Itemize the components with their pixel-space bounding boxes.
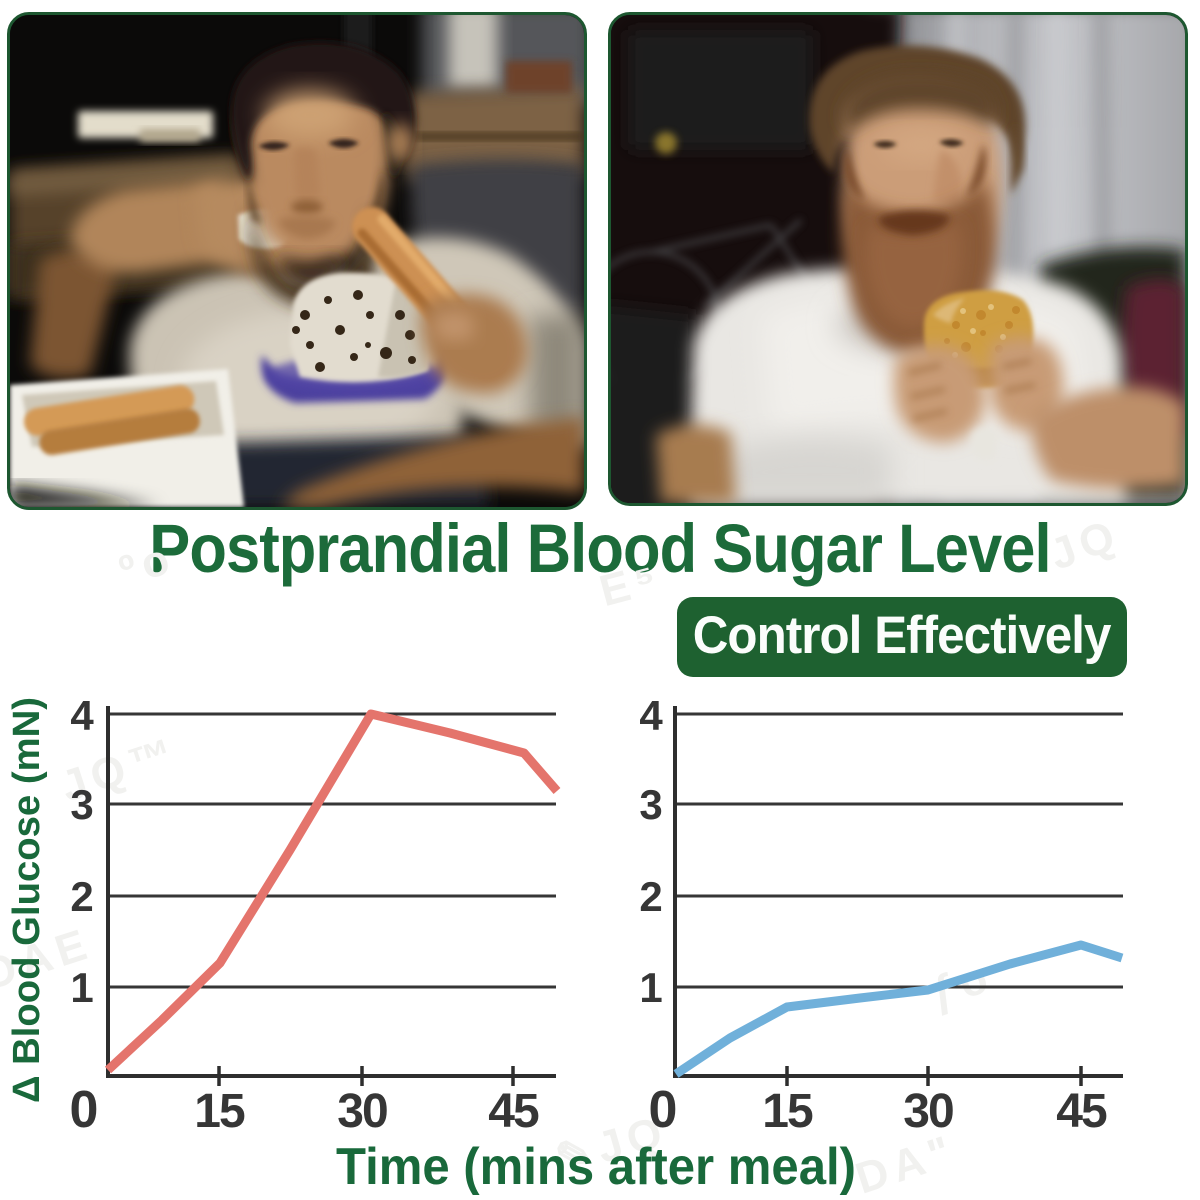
svg-text:4: 4: [639, 692, 663, 739]
svg-text:45: 45: [1056, 1085, 1107, 1138]
svg-text:45: 45: [488, 1085, 539, 1138]
svg-text:0: 0: [70, 1081, 99, 1139]
svg-text:Δ Blood Glucose (mN): Δ Blood Glucose (mN): [6, 697, 48, 1103]
svg-text:3: 3: [639, 781, 662, 828]
svg-text:Time (mins after meal): Time (mins after meal): [336, 1138, 856, 1196]
svg-text:0: 0: [649, 1081, 678, 1139]
svg-text:1: 1: [639, 964, 662, 1011]
svg-text:4: 4: [70, 692, 94, 739]
svg-text:15: 15: [762, 1085, 813, 1138]
svg-text:30: 30: [903, 1085, 953, 1138]
svg-text:3: 3: [70, 781, 93, 828]
svg-text:15: 15: [194, 1085, 245, 1138]
svg-text:2: 2: [70, 873, 93, 920]
svg-text:1: 1: [70, 964, 93, 1011]
svg-text:30: 30: [337, 1085, 387, 1138]
svg-text:2: 2: [639, 873, 662, 920]
